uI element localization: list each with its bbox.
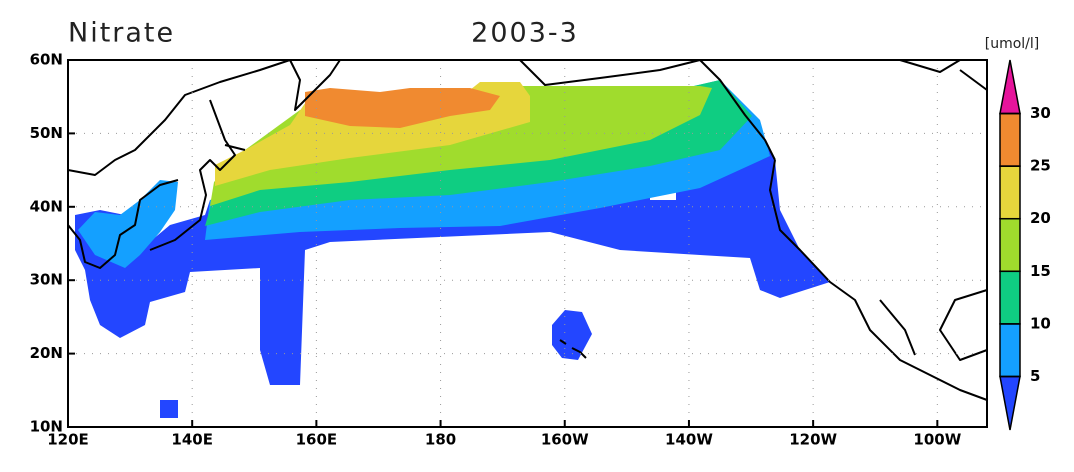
colorbar: 5 10 15 20 25 30 xyxy=(999,59,1051,431)
america-coast xyxy=(769,59,988,401)
x-tick-label: 120E xyxy=(47,431,89,449)
y-tick-label: 40N xyxy=(30,197,63,215)
y-tick-label: 10N xyxy=(30,418,63,436)
x-tick-label: 140W xyxy=(665,431,713,449)
colorbar-triangle xyxy=(999,375,1021,431)
alaska-coast xyxy=(519,59,776,161)
x-tick-label: 160E xyxy=(296,431,338,449)
title: Nitrate xyxy=(68,18,175,49)
field xyxy=(75,80,830,418)
colorbar-band xyxy=(999,112,1021,167)
x-tick-label: 120W xyxy=(789,431,837,449)
hawaii-coast xyxy=(559,339,587,359)
isolated-cell xyxy=(160,400,178,418)
colorbar-triangle xyxy=(999,59,1021,115)
japan-coast xyxy=(149,99,246,251)
y-tick-label: 30N xyxy=(30,271,63,289)
x-tick-label: 160W xyxy=(541,431,589,449)
x-tick-label: 100W xyxy=(913,431,961,449)
colorbar-label: 30 xyxy=(1030,104,1051,122)
colorbar-label: 15 xyxy=(1030,262,1051,280)
hawaii-region xyxy=(552,310,592,360)
colorbar-label: 20 xyxy=(1030,209,1051,227)
colorbar-label: 5 xyxy=(1030,367,1040,385)
lightblue-sea xyxy=(78,180,178,268)
frame xyxy=(67,59,988,428)
colorbar-band xyxy=(999,323,1021,378)
unit: [umol/l] xyxy=(985,36,1040,52)
kamchatka-coast xyxy=(289,59,341,111)
x-tick-label: 140E xyxy=(171,431,213,449)
coastlines xyxy=(67,59,988,401)
colorbar-band xyxy=(999,270,1021,325)
date: 2003-3 xyxy=(471,18,579,49)
y-tick-label: 60N xyxy=(30,51,63,69)
y-tick-label: 50N xyxy=(30,124,63,142)
colorbar-band xyxy=(999,217,1021,273)
colorbar-band xyxy=(999,165,1021,220)
orange-region xyxy=(305,88,500,128)
colorbar-label: 25 xyxy=(1030,157,1051,175)
axes: 120E 140E 160E 180 160W 140W 120W 100W 10N 20N 30N… xyxy=(30,51,962,449)
y-tick-label: 20N xyxy=(30,344,63,362)
x-tick-label: 180 xyxy=(425,431,456,449)
asia-coast xyxy=(67,59,291,269)
colorbar-label: 10 xyxy=(1030,314,1051,332)
